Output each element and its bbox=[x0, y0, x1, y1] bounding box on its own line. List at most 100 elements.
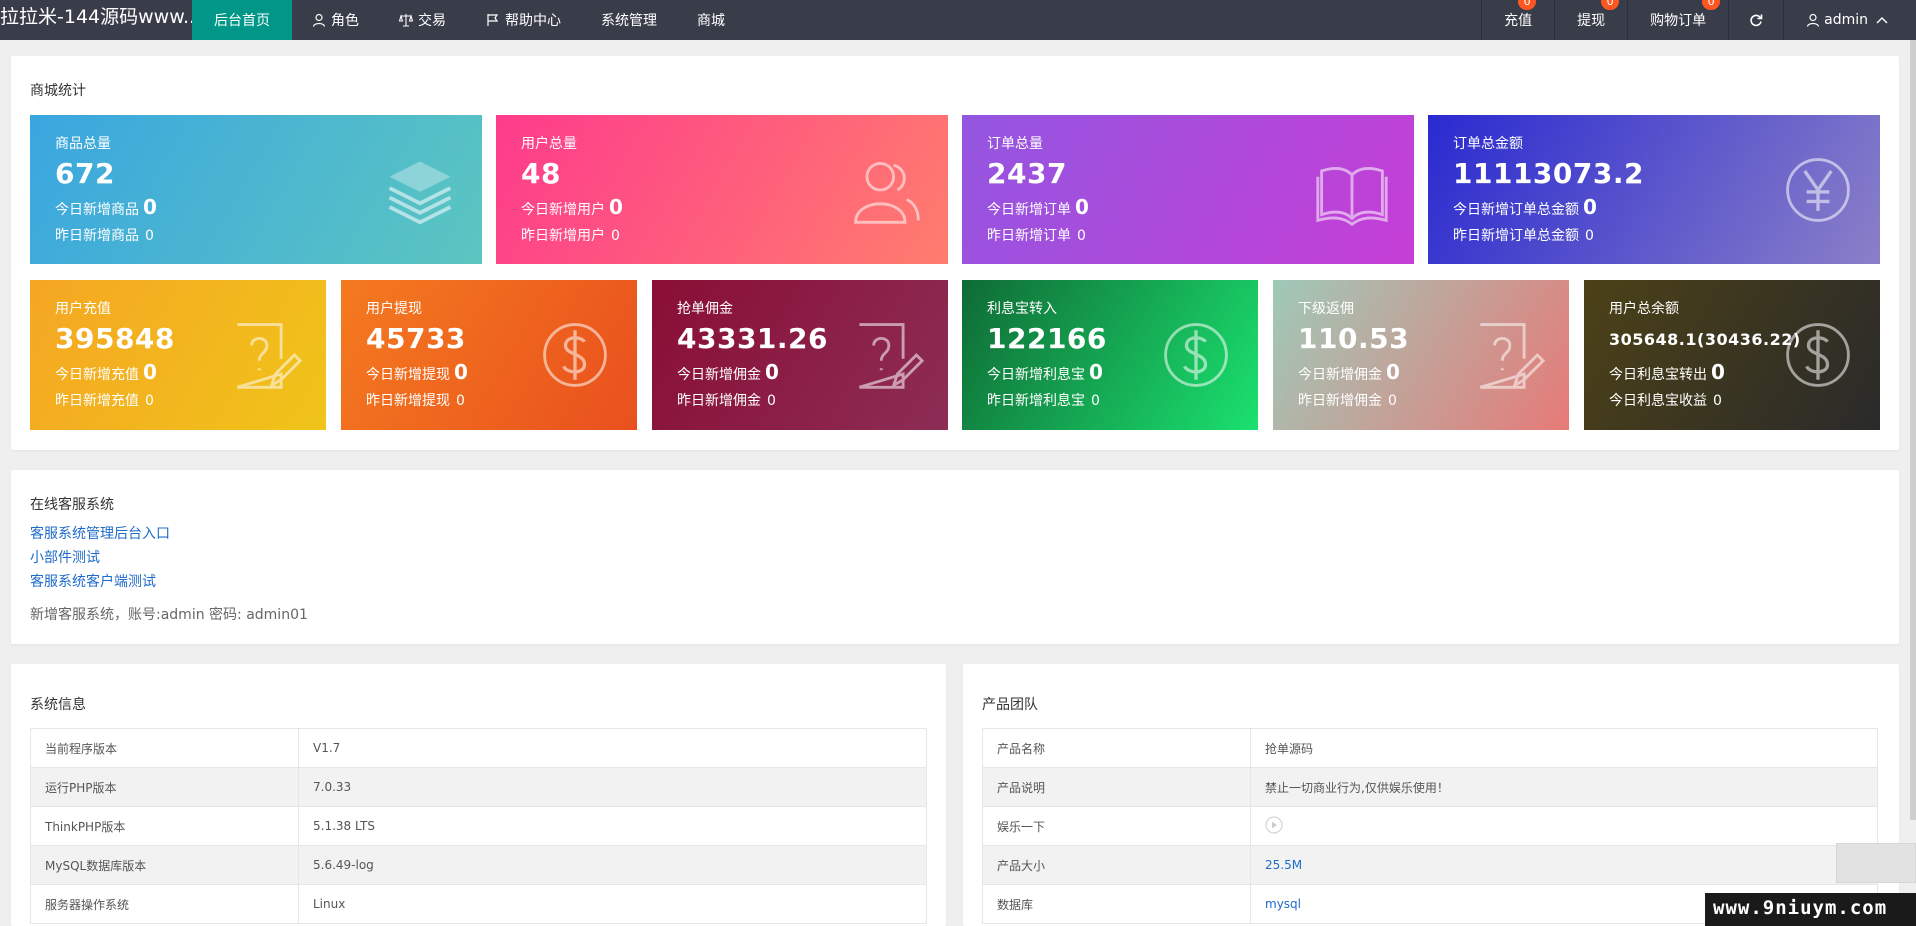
app-logo[interactable]: 拉拉米-144源码www.... bbox=[0, 6, 192, 28]
stat-yesterday: 今日利息宝收益 0 bbox=[1609, 390, 1722, 410]
stat-today: 今日新增商品 0 bbox=[55, 195, 157, 219]
stat-today-label: 今日新增充值 bbox=[55, 367, 139, 383]
play-icon[interactable] bbox=[1265, 816, 1283, 834]
table-row: 运行PHP版本 7.0.33 bbox=[30, 767, 927, 807]
stat-today: 今日新增充值 0 bbox=[55, 360, 157, 384]
withdraw-badge: 0 bbox=[1601, 0, 1620, 10]
stat-yesterday: 昨日新增商品 0 bbox=[55, 225, 154, 245]
stat-value: 672 bbox=[55, 157, 115, 190]
stat-today: 今日新增利息宝 0 bbox=[987, 360, 1103, 384]
stat-yesterday-label: 昨日新增用户 bbox=[521, 228, 605, 244]
widget-test-link[interactable]: 小部件测试 bbox=[30, 550, 100, 566]
nav-system[interactable]: 系统管理 bbox=[581, 0, 677, 40]
stat-yesterday-value: 0 bbox=[1585, 228, 1594, 244]
service-credentials-note: 新增客服系统，账号:admin 密码: admin01 bbox=[30, 607, 308, 623]
stat-today: 今日新增订单总金额 0 bbox=[1453, 195, 1597, 219]
layers-icon bbox=[388, 161, 452, 224]
nav-help[interactable]: 帮助中心 bbox=[466, 0, 581, 40]
nav-shop-orders[interactable]: 购物订单 0 bbox=[1627, 0, 1728, 40]
stat-yesterday-value: 0 bbox=[767, 393, 776, 409]
stat-yesterday: 昨日新增提现 0 bbox=[366, 390, 465, 410]
nav-help-label: 帮助中心 bbox=[505, 13, 561, 29]
stat-today-value: 0 bbox=[1386, 360, 1400, 384]
row-label: 当前程序版本 bbox=[30, 728, 299, 768]
nav-home[interactable]: 后台首页 bbox=[192, 0, 292, 40]
table-row: ThinkPHP版本 5.1.38 LTS bbox=[30, 806, 927, 846]
user-icon bbox=[312, 13, 326, 27]
nav-trade[interactable]: 交易 bbox=[379, 0, 466, 40]
row-value: 7.0.33 bbox=[298, 767, 927, 807]
table-row: 当前程序版本 V1.7 bbox=[30, 728, 927, 768]
stat-card: 用户总量 48 今日新增用户 0 昨日新增用户 0 bbox=[496, 115, 948, 264]
row-value-link[interactable]: mysql bbox=[1265, 897, 1301, 911]
system-info-table: 当前程序版本 V1.7 运行PHP版本 7.0.33 ThinkPHP版本 5.1.38 … bbox=[30, 728, 927, 924]
refresh-button[interactable] bbox=[1728, 0, 1783, 40]
stat-yesterday: 昨日新增用户 0 bbox=[521, 225, 620, 245]
service-admin-link[interactable]: 客服系统管理后台入口 bbox=[30, 526, 170, 542]
stat-yesterday-value: 0 bbox=[1077, 228, 1086, 244]
row-value: 5.6.49-log bbox=[298, 845, 927, 885]
stat-today-value: 0 bbox=[1583, 195, 1597, 219]
stat-card: 订单总金额 11113073.2 今日新增订单总金额 0 昨日新增订单总金额 0 bbox=[1428, 115, 1880, 264]
stat-card: 商品总量 672 今日新增商品 0 昨日新增商品 0 bbox=[30, 115, 482, 264]
scale-icon bbox=[399, 14, 413, 27]
stat-today-label: 今日利息宝转出 bbox=[1609, 367, 1707, 383]
user-icon bbox=[1807, 13, 1820, 27]
stat-today: 今日新增用户 0 bbox=[521, 195, 623, 219]
row-label: 娱乐一下 bbox=[982, 806, 1251, 846]
row-label: 产品大小 bbox=[982, 845, 1251, 885]
dollar-icon bbox=[543, 323, 607, 387]
stat-yesterday-label: 昨日新增提现 bbox=[366, 393, 450, 409]
service-title: 在线客服系统 bbox=[30, 497, 114, 513]
stat-yesterday-label: 昨日新增佣金 bbox=[677, 393, 761, 409]
row-value: 25.5M bbox=[1250, 845, 1878, 885]
row-value-link[interactable]: 25.5M bbox=[1265, 858, 1303, 872]
table-row: 产品说明 禁止一切商业行为,仅供娱乐使用！ bbox=[982, 767, 1878, 807]
stat-label: 用户提现 bbox=[366, 301, 422, 317]
nav-shop-orders-label: 购物订单 bbox=[1650, 13, 1707, 29]
nav-roles[interactable]: 角色 bbox=[292, 0, 379, 40]
book-icon bbox=[1316, 166, 1388, 226]
customer-service-panel: 在线客服系统 客服系统管理后台入口 小部件测试 客服系统客户端测试 新增客服系统… bbox=[11, 470, 1899, 644]
main-nav: 后台首页 角色 交易 帮助中心 系统管理 商城 bbox=[192, 0, 745, 40]
stat-value: 395848 bbox=[55, 322, 175, 355]
stat-value: 43331.26 bbox=[677, 322, 829, 355]
stat-value: 11113073.2 bbox=[1453, 157, 1644, 190]
nav-withdraw[interactable]: 提现 0 bbox=[1554, 0, 1627, 40]
stat-today-value: 0 bbox=[1711, 360, 1725, 384]
nav-withdraw-label: 提现 bbox=[1577, 13, 1606, 29]
stat-yesterday: 昨日新增订单 0 bbox=[987, 225, 1086, 245]
nav-mall[interactable]: 商城 bbox=[677, 0, 745, 40]
product-team-table: 产品名称 抢单源码 产品说明 禁止一切商业行为,仅供娱乐使用！ 娱乐一下 产品大小 25.5… bbox=[982, 728, 1878, 924]
edit-doc-icon bbox=[236, 323, 302, 389]
stat-card: 用户提现 45733 今日新增提现 0 昨日新增提现 0 bbox=[341, 280, 637, 430]
stat-yesterday-value: 0 bbox=[145, 393, 154, 409]
stat-today: 今日新增佣金 0 bbox=[677, 360, 779, 384]
page-scrollbar[interactable] bbox=[1910, 40, 1916, 820]
stat-yesterday-label: 昨日新增商品 bbox=[55, 228, 139, 244]
row-label: 产品名称 bbox=[982, 728, 1251, 768]
chevron-up-icon bbox=[1876, 17, 1888, 24]
row-label: 运行PHP版本 bbox=[30, 767, 299, 807]
stat-label: 抢单佣金 bbox=[677, 301, 733, 317]
stat-yesterday: 昨日新增佣金 0 bbox=[1298, 390, 1397, 410]
service-links: 客服系统管理后台入口 小部件测试 客服系统客户端测试 bbox=[30, 522, 170, 594]
stat-label: 利息宝转入 bbox=[987, 301, 1057, 317]
watermark: www.9niuym.com bbox=[1705, 893, 1916, 926]
user-menu[interactable]: admin bbox=[1783, 0, 1916, 40]
stat-card: 抢单佣金 43331.26 今日新增佣金 0 昨日新增佣金 0 bbox=[652, 280, 948, 430]
row-value: V1.7 bbox=[298, 728, 927, 768]
nav-recharge[interactable]: 充值 0 bbox=[1481, 0, 1554, 40]
row-label: 服务器操作系统 bbox=[30, 884, 299, 924]
stat-yesterday-label: 昨日新增订单 bbox=[987, 228, 1071, 244]
table-row: 服务器操作系统 Linux bbox=[30, 884, 927, 924]
table-row: 产品名称 抢单源码 bbox=[982, 728, 1878, 768]
service-client-test-link[interactable]: 客服系统客户端测试 bbox=[30, 574, 156, 590]
nav-mall-label: 商城 bbox=[697, 13, 725, 29]
stat-today-value: 0 bbox=[454, 360, 468, 384]
stat-label: 订单总量 bbox=[987, 136, 1043, 152]
row-value: 抢单源码 bbox=[1250, 728, 1878, 768]
stat-value: 305648.1(30436.22) bbox=[1609, 330, 1801, 349]
header-right-nav: 充值 0 提现 0 购物订单 0 admin bbox=[1481, 0, 1916, 40]
scroll-to-top-box[interactable] bbox=[1836, 843, 1916, 883]
